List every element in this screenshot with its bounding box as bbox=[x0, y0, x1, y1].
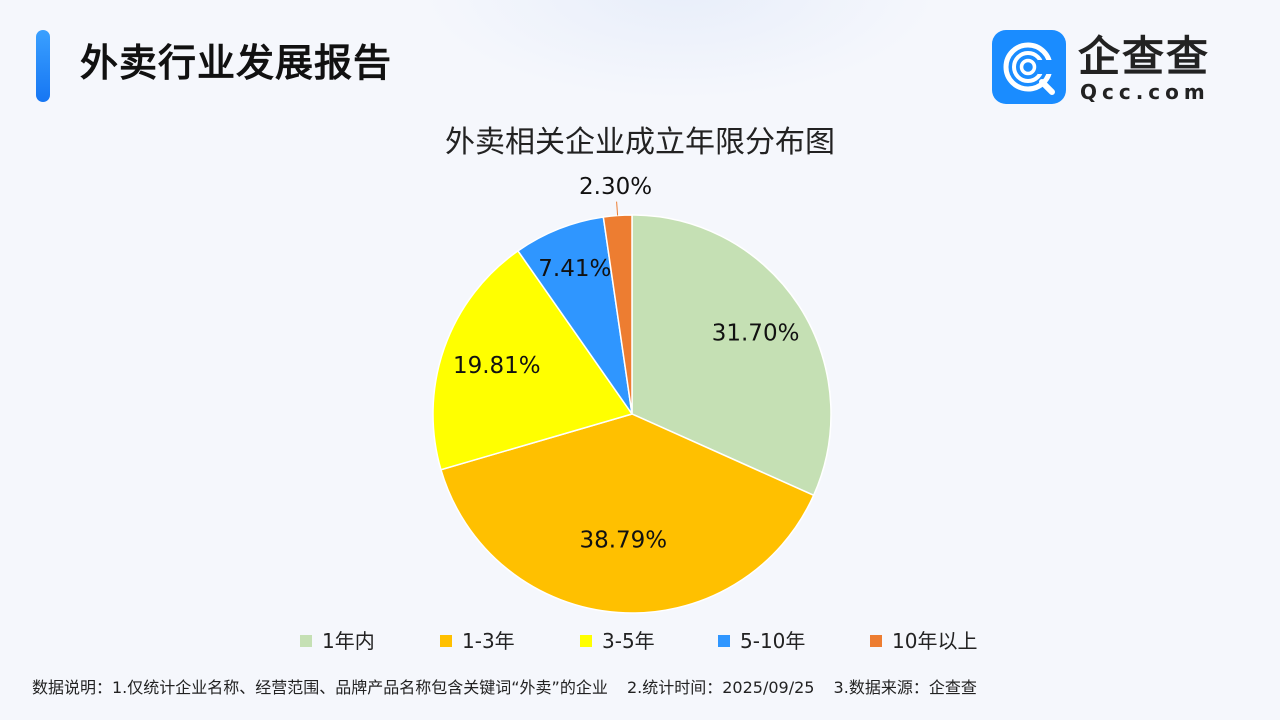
legend-item-3-5-years: 3-5年 bbox=[580, 626, 655, 656]
legend-swatch-over-10-years bbox=[870, 635, 882, 647]
data-label-within-1-year: 31.70% bbox=[712, 320, 800, 346]
legend-swatch-1-3-years bbox=[440, 635, 452, 647]
leader-line-over-10-years bbox=[616, 201, 619, 216]
data-label-5-10-years: 7.41% bbox=[538, 256, 611, 282]
pie-slice-3-5-years bbox=[432, 249, 634, 471]
legend-item-5-10-years: 5-10年 bbox=[718, 626, 805, 656]
legend-label-5-10-years: 5-10年 bbox=[740, 629, 806, 653]
footnote-item-source: 3.数据来源：企查查 bbox=[833, 678, 977, 697]
legend-swatch-3-5-years bbox=[580, 635, 592, 647]
legend-swatch-5-10-years bbox=[718, 635, 730, 647]
logo-name: 企查查 bbox=[1078, 32, 1211, 81]
legend-swatch-within-1-year bbox=[300, 635, 312, 647]
qcc-magnifier-logo-icon bbox=[992, 30, 1066, 104]
data-label-3-5-years: 19.81% bbox=[453, 353, 541, 379]
legend-label-3-5-years: 3-5年 bbox=[602, 629, 655, 653]
legend-item-1-3-years: 1-3年 bbox=[440, 626, 515, 656]
legend-item-within-1-year: 1年内 bbox=[300, 626, 375, 656]
pie-slice-over-10-years bbox=[602, 214, 633, 415]
qcc-logo: 企查查 Qcc.com bbox=[992, 30, 1242, 104]
data-label-1-3-years: 38.79% bbox=[579, 528, 667, 554]
data-label-over-10-years: 2.30% bbox=[579, 174, 652, 200]
legend-label-1-3-years: 1-3年 bbox=[462, 629, 515, 653]
legend-item-over-10-years: 10年以上 bbox=[870, 626, 977, 656]
footnote-item-stat-time: 2.统计时间：2025/09/25 bbox=[626, 678, 815, 697]
pie-slice-1-3-years bbox=[440, 413, 815, 614]
page-title: 外卖行业发展报告 bbox=[80, 41, 393, 85]
footnote: 数据说明：1.仅统计企业名称、经营范围、品牌产品名称包含关键词“外卖”的企业 2… bbox=[32, 676, 991, 700]
legend-label-over-10-years: 10年以上 bbox=[892, 629, 978, 653]
legend-label-within-1-year: 1年内 bbox=[322, 629, 375, 653]
pie-slice-within-1-year bbox=[631, 214, 832, 497]
footnote-item-data-note: 数据说明：1.仅统计企业名称、经营范围、品牌产品名称包含关键词“外卖”的企业 bbox=[32, 678, 608, 697]
logo-domain: Qcc.com bbox=[1080, 80, 1210, 104]
chart-title: 外卖相关企业成立年限分布图 bbox=[445, 125, 835, 160]
chart-legend: 1年内 1-3年 3-5年 5-10年 10年以上 bbox=[0, 626, 1280, 656]
title-accent-bar bbox=[36, 30, 50, 102]
